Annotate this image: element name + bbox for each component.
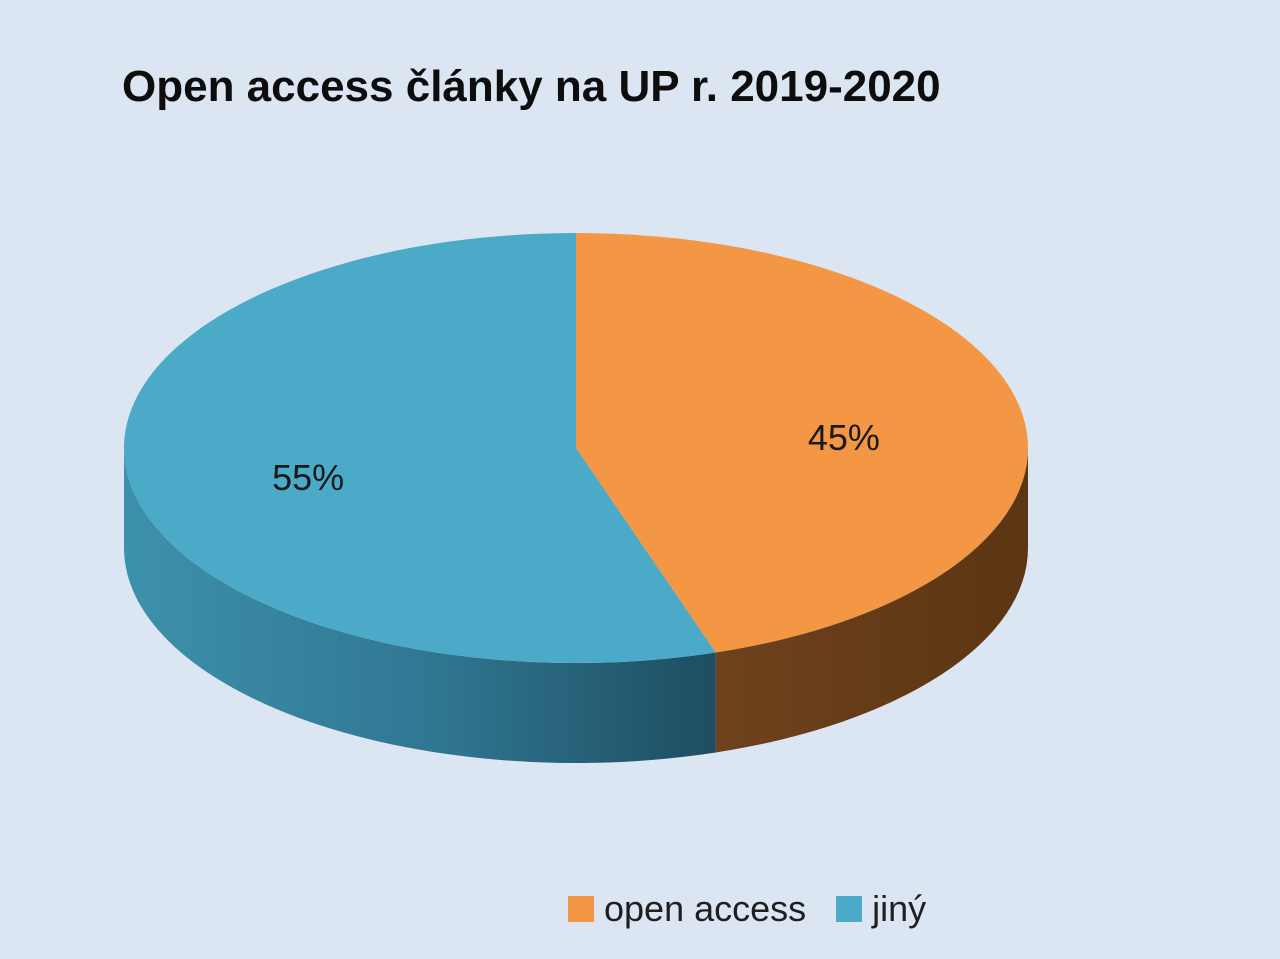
- pie-side-jiný: [124, 448, 716, 764]
- legend-item-open-access: open access: [568, 888, 806, 930]
- legend-label-jiny: jiný: [872, 888, 927, 929]
- legend-item-jiny: jiný: [836, 888, 926, 930]
- legend-swatch-jiny: [836, 896, 863, 922]
- pie-slice-jiný: [124, 233, 716, 663]
- legend-label-open-access: open access: [604, 888, 807, 929]
- legend: open access jiný: [568, 888, 926, 930]
- legend-swatch-open-access: [568, 896, 594, 922]
- data-label-open-access: 45%: [808, 417, 880, 458]
- chart-title: Open access články na UP r. 2019-2020: [122, 62, 941, 111]
- data-label-jiný: 55%: [272, 457, 344, 498]
- pie-slice-open-access: [576, 233, 1029, 653]
- pie-side-open-access: [715, 448, 1028, 753]
